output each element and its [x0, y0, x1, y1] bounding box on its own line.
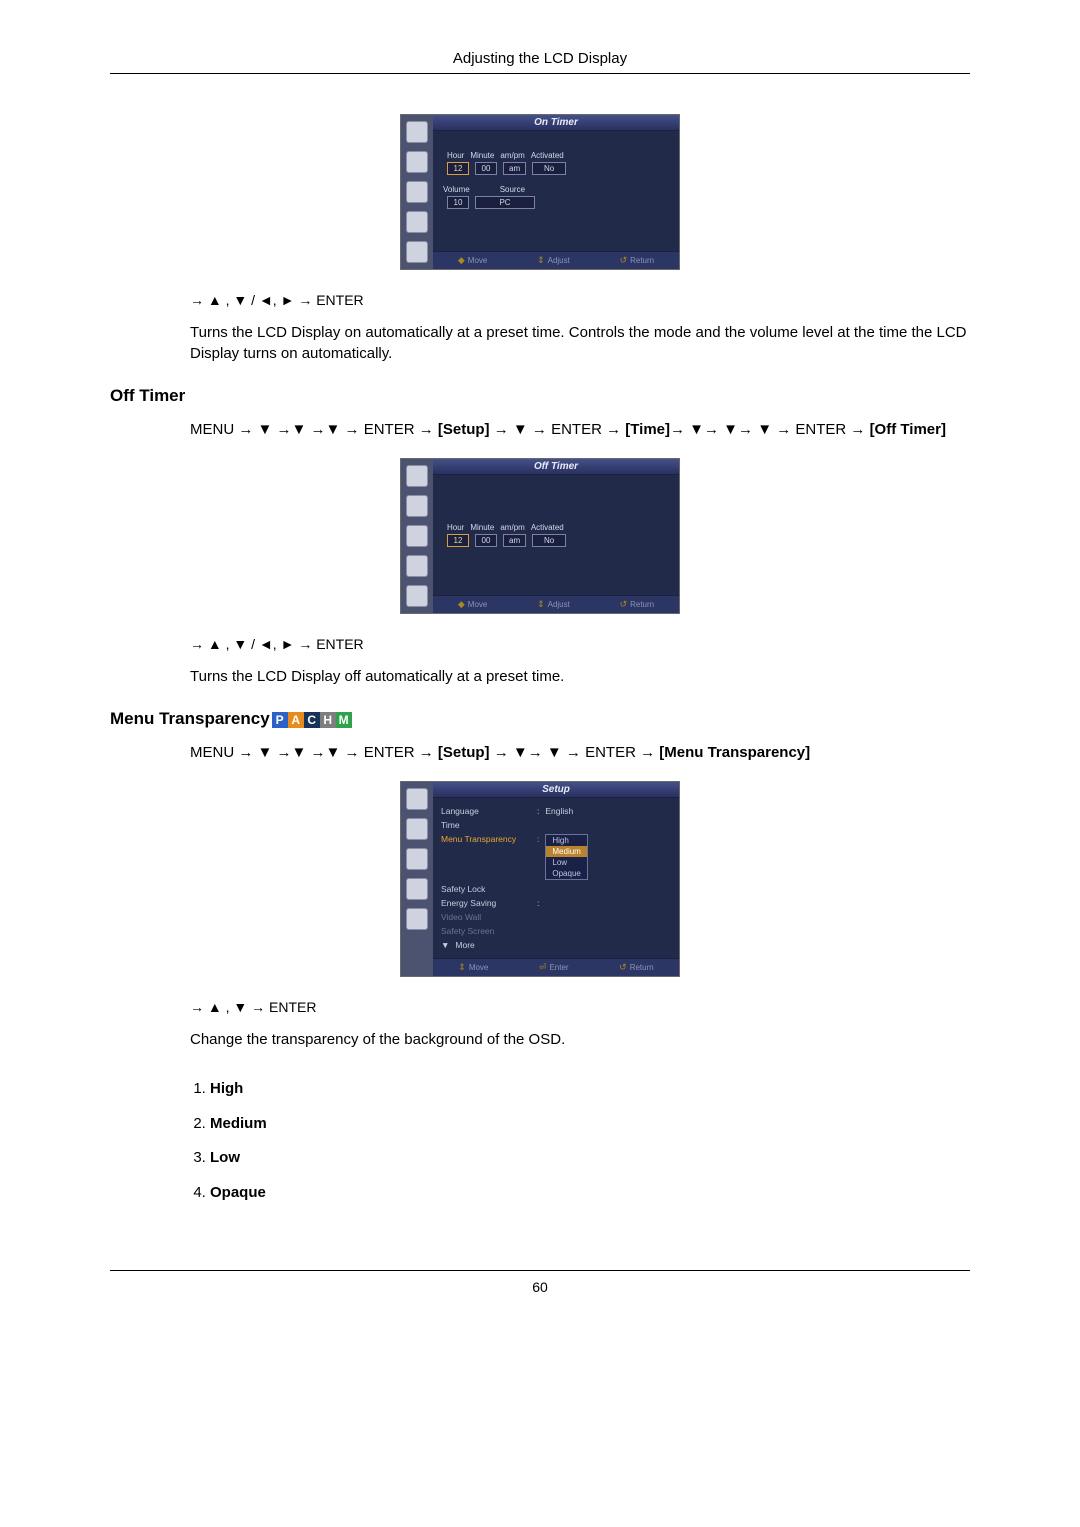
osd-sidebar: [401, 782, 433, 976]
osd-icon: [406, 788, 428, 810]
option-high: High: [210, 1080, 243, 1097]
menu-path: MENU → ▼ →▼ →▼ → ENTER → [Setup] → ▼→ ▼ …: [190, 741, 970, 765]
mode-badges: PACHM: [272, 712, 352, 728]
paragraph: Change the transparency of the backgroun…: [190, 1029, 970, 1050]
label: am/pm: [500, 523, 524, 532]
label: Activated: [531, 523, 564, 532]
osd-footer: ⇕Move ⏎Enter ↺Return: [433, 958, 679, 976]
osd-icon: [406, 848, 428, 870]
osd-icon: [406, 908, 428, 930]
on-timer-osd: On Timer Hour Minute am/pm Activated 12 …: [400, 114, 680, 270]
label: Activated: [531, 151, 564, 160]
osd-icon: [406, 525, 428, 547]
label: Source: [500, 185, 525, 194]
osd-footer: ◆Move ⇕Adjust ↺Return: [433, 251, 679, 269]
osd-sidebar: [401, 459, 433, 613]
off-timer-osd: Off Timer Hour Minute am/pm Activated 12…: [400, 458, 680, 614]
label: Hour: [447, 523, 464, 532]
label: Volume: [443, 185, 470, 194]
page-number: 60: [110, 1270, 970, 1295]
activated-field[interactable]: No: [532, 534, 566, 547]
options-list: High Medium Low Opaque: [210, 1072, 970, 1210]
option-low: Low: [210, 1149, 240, 1166]
paragraph: Turns the LCD Display off automatically …: [190, 666, 970, 687]
mode-badge: H: [320, 712, 336, 728]
ampm-field[interactable]: am: [503, 534, 526, 547]
minute-field[interactable]: 00: [475, 534, 497, 547]
paragraph: Turns the LCD Display on automatically a…: [190, 322, 970, 364]
section-heading-off-timer: Off Timer: [110, 386, 970, 406]
section-heading-menu-transparency: Menu TransparencyPACHM: [110, 709, 970, 729]
label: Minute: [470, 151, 494, 160]
osd-title: Off Timer: [433, 459, 679, 475]
osd-sidebar: [401, 115, 433, 269]
minute-field[interactable]: 00: [475, 162, 497, 175]
label: am/pm: [500, 151, 524, 160]
osd-icon: [406, 151, 428, 173]
osd-icon: [406, 211, 428, 233]
nav-sequence: → ▲ , ▼ / ◄, ► → ENTER: [190, 292, 970, 308]
nav-sequence: → ▲ , ▼ → ENTER: [190, 999, 970, 1015]
ampm-field[interactable]: am: [503, 162, 526, 175]
osd-icon: [406, 495, 428, 517]
hour-field[interactable]: 12: [447, 162, 469, 175]
label: Hour: [447, 151, 464, 160]
osd-icon: [406, 121, 428, 143]
mode-badge: A: [288, 712, 304, 728]
osd-icon: [406, 818, 428, 840]
option-opaque: Opaque: [210, 1184, 266, 1201]
hour-field[interactable]: 12: [447, 534, 469, 547]
osd-icon: [406, 181, 428, 203]
transparency-options[interactable]: High Medium Low Opaque: [545, 834, 587, 880]
source-field[interactable]: PC: [475, 196, 535, 209]
page-header: Adjusting the LCD Display: [110, 50, 970, 74]
mode-badge: C: [304, 712, 320, 728]
setup-osd: Setup Language:English Time Menu Transpa…: [400, 781, 680, 977]
osd-title: Setup: [433, 782, 679, 798]
osd-icon: [406, 465, 428, 487]
osd-icon: [406, 555, 428, 577]
osd-icon: [406, 878, 428, 900]
osd-icon: [406, 241, 428, 263]
osd-icon: [406, 585, 428, 607]
label: Minute: [470, 523, 494, 532]
menu-path: MENU → ▼ →▼ →▼ → ENTER → [Setup] → ▼ → E…: [190, 418, 970, 442]
osd-footer: ◆Move ⇕Adjust ↺Return: [433, 595, 679, 613]
mode-badge: P: [272, 712, 288, 728]
option-medium: Medium: [210, 1115, 267, 1132]
osd-title: On Timer: [433, 115, 679, 131]
volume-field[interactable]: 10: [447, 196, 469, 209]
activated-field[interactable]: No: [532, 162, 566, 175]
mode-badge: M: [336, 712, 352, 728]
nav-sequence: → ▲ , ▼ / ◄, ► → ENTER: [190, 636, 970, 652]
